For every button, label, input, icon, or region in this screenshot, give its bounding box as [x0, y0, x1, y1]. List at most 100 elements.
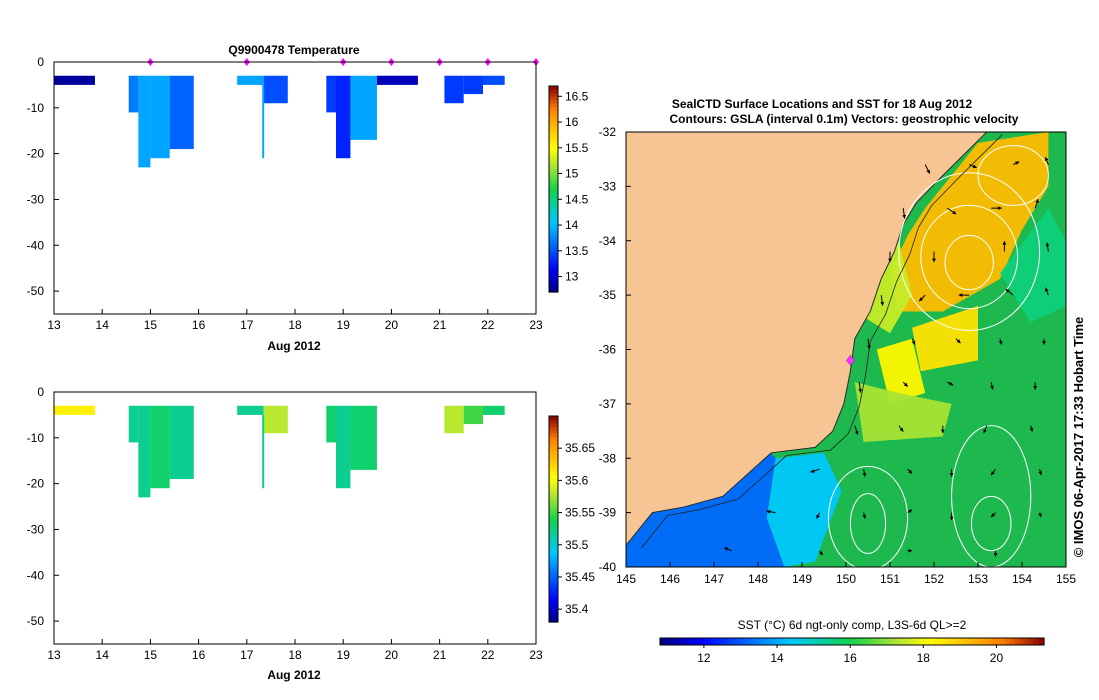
profile-cell [138, 405, 151, 498]
lon-tick-label: 153 [968, 572, 988, 586]
sst-region [626, 452, 785, 567]
vector-head [899, 427, 904, 432]
colorbar-segment [660, 638, 666, 645]
colorbar-segment [549, 250, 558, 255]
vector-head [990, 385, 994, 390]
velocity-vector [907, 468, 913, 474]
vector-head [958, 293, 963, 298]
vector-head [724, 547, 729, 551]
colorbar-tick-label: 16 [843, 651, 857, 665]
gsla-contour [849, 493, 887, 554]
y-tick-label: -10 [27, 101, 45, 115]
x-tick-label: 19 [337, 648, 351, 662]
profile-cell [326, 75, 336, 113]
velocity-vector [888, 251, 892, 263]
colorbar-segment [823, 638, 829, 645]
colorbar-segment [549, 505, 558, 510]
colorbar-segment [549, 116, 558, 121]
colorbar-frame [548, 85, 559, 293]
colorbar-tick-label: 35.6 [565, 473, 589, 487]
colorbar-segment [679, 638, 685, 645]
colorbar-segment [549, 608, 558, 613]
vector-head [949, 381, 954, 386]
colorbar-segment [703, 638, 709, 645]
colorbar-segment [549, 591, 558, 596]
colorbar-segment [549, 99, 558, 104]
velocity-vector [946, 207, 957, 215]
colorbar-segment [549, 154, 558, 159]
y-tick-label: -40 [27, 568, 45, 582]
colorbar-segment [741, 638, 747, 645]
colorbar-segment [549, 419, 558, 424]
colorbar-segment [549, 247, 558, 252]
vector-head [993, 553, 998, 557]
profile-cell [169, 405, 194, 480]
map-lat-ticks: -32 -33 -34 -35 -36 -37 -38 -39 -40 [599, 125, 631, 574]
profile-cell [169, 75, 194, 150]
colorbar-segment [549, 416, 558, 421]
colorbar-tick-label: 20 [990, 651, 1004, 665]
velocity-vector [867, 338, 871, 350]
colorbar-segment [967, 638, 973, 645]
colorbar-segment [549, 577, 558, 582]
temperature-x-label: Aug 2012 [267, 339, 321, 353]
lon-tick-label: 148 [748, 572, 768, 586]
profile-cell [138, 75, 151, 168]
velocity-vector [1005, 288, 1014, 296]
profile-cell [150, 405, 170, 489]
colorbar-segment [847, 638, 853, 645]
lon-tick-label: 150 [836, 572, 856, 586]
colorbar-segment [746, 638, 752, 645]
colorbar-segment [549, 209, 558, 214]
profile-cell [263, 75, 288, 104]
vector-head [940, 429, 945, 434]
colorbar-tick-label: 13.5 [565, 244, 589, 258]
colorbar-segment [732, 638, 738, 645]
colorbar-segment [549, 223, 558, 228]
colorbar-segment [549, 611, 558, 616]
colorbar-segment [549, 123, 558, 128]
salinity-y-ticks: 0 -10 -20 -30 -40 -50 [27, 385, 59, 628]
colorbar-segment [549, 563, 558, 568]
lat-tick-label: -40 [599, 560, 617, 574]
colorbar-segment [549, 134, 558, 139]
colorbar-segment [669, 638, 675, 645]
colorbar-segment [996, 638, 1002, 645]
colorbar-segment [549, 192, 558, 197]
colorbar-segment [1024, 638, 1031, 645]
velocity-vector [949, 512, 954, 521]
x-tick-label: 21 [433, 648, 447, 662]
colorbar-segment [549, 264, 558, 269]
colorbar-segment [813, 638, 819, 645]
colorbar-segment [549, 240, 558, 245]
colorbar-segment [549, 86, 558, 91]
colorbar-segment [549, 519, 558, 524]
profile-cell [463, 75, 483, 95]
colorbar-segment [549, 267, 558, 272]
colorbar-tick-label: 35.55 [565, 506, 595, 520]
profile-cell [350, 75, 377, 140]
colorbar-segment [549, 147, 558, 152]
colorbar-segment [549, 219, 558, 224]
colorbar-segment [991, 638, 997, 645]
velocity-vector [1029, 425, 1034, 432]
colorbar-segment [712, 638, 719, 645]
colorbar-segment [549, 426, 558, 431]
sst-region [1000, 208, 1066, 323]
colorbar-segment [861, 638, 867, 645]
colorbar-segment [828, 638, 834, 645]
colorbar-segment [549, 144, 558, 149]
colorbar-segment [549, 206, 558, 211]
velocity-vector [766, 509, 776, 514]
x-tick-label: 22 [481, 318, 495, 332]
colorbar-segment [549, 457, 558, 462]
velocity-vector [1044, 287, 1049, 296]
colorbar-segment [549, 92, 558, 97]
profile-cell [444, 405, 464, 434]
colorbar-segment [957, 638, 963, 645]
colorbar-segment [549, 501, 558, 506]
colorbar-segment [976, 638, 983, 645]
velocity-vector [862, 512, 867, 519]
velocity-vector [924, 164, 931, 174]
